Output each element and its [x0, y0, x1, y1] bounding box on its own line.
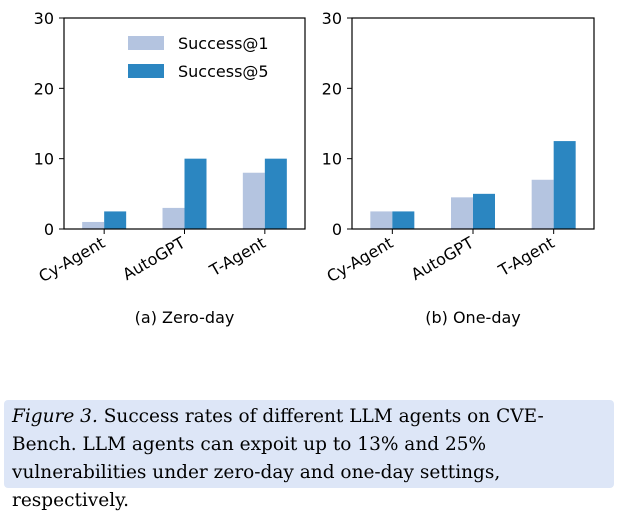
y-tick-label: 0	[332, 220, 342, 239]
y-tick-label: 10	[34, 150, 54, 169]
bar-success-1-autogpt	[162, 207, 185, 229]
y-tick-label: 0	[44, 220, 54, 239]
x-tick-label: T-Agent	[206, 233, 269, 281]
bar-success-1-autogpt	[451, 197, 473, 229]
legend-swatch	[128, 36, 164, 50]
bar-success-5-autogpt	[184, 158, 207, 229]
bar-success-1-cy-agent	[82, 221, 105, 229]
y-tick-label: 20	[34, 79, 54, 98]
x-tick-label: T-Agent	[494, 233, 557, 281]
chart-panel-2: Cy-Agent AutoGPT T-Agent 0 10 20 30 (b) One-day	[322, 9, 595, 327]
figure-caption-label: Figure 3.	[12, 406, 98, 427]
chart-panel-1: Cy-Agent AutoGPT T-Agent 0 10 20 30 (a) Zero-da…	[34, 9, 306, 327]
bar-success-1-t-agent	[242, 172, 265, 229]
bar-success-1-cy-agent	[370, 211, 393, 229]
legend: Success@1 Success@5	[128, 34, 269, 81]
bar-success-5-t-agent	[264, 158, 287, 229]
legend-label: Success@5	[178, 62, 269, 81]
bar-success-5-autogpt	[473, 193, 495, 229]
figure-caption: Figure 3. Success rates of different LLM…	[4, 400, 614, 511]
x-tick-label: Cy-Agent	[35, 233, 108, 286]
x-tick-label: Cy-Agent	[323, 233, 396, 286]
y-tick-label: 10	[322, 150, 342, 169]
plot-frame	[63, 17, 306, 230]
y-tick-label: 30	[322, 9, 342, 28]
plot-frame	[351, 17, 595, 230]
x-tick-label: AutoGPT	[408, 233, 477, 284]
chart-subtitle: (a) Zero-day	[135, 308, 235, 327]
legend-swatch	[128, 64, 164, 78]
bar-success-5-cy-agent	[104, 211, 127, 229]
bar-success-1-t-agent	[531, 179, 554, 229]
x-tick-label: AutoGPT	[119, 233, 188, 284]
bar-success-5-t-agent	[553, 141, 576, 229]
chart-subtitle: (b) One-day	[425, 308, 521, 327]
y-tick-label: 30	[34, 9, 54, 28]
legend-label: Success@1	[178, 34, 269, 53]
y-tick-label: 20	[322, 79, 342, 98]
bar-success-5-cy-agent	[392, 211, 415, 229]
